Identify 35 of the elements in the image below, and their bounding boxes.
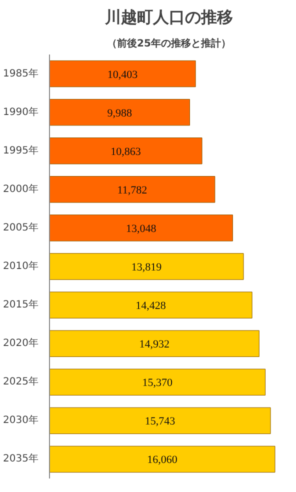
data-label: 13,048 (126, 222, 157, 235)
data-label: 16,060 (147, 454, 178, 466)
y-tick-label: 2030年 (3, 414, 39, 426)
bar (50, 330, 260, 357)
y-tick-label: 2020年 (3, 337, 39, 350)
y-tick-label: 2035年 (3, 452, 39, 465)
data-label: 14,428 (136, 300, 166, 312)
data-label: 10,863 (110, 146, 142, 158)
data-label: 14,932 (139, 338, 170, 351)
bar (50, 292, 252, 318)
bar (50, 98, 190, 126)
bar (50, 368, 266, 396)
y-tick-label: 2005年 (3, 221, 39, 234)
y-tick-label: 2000年 (3, 182, 39, 195)
y-tick-label: 2010年 (3, 260, 39, 272)
data-label: 11,782 (117, 184, 148, 196)
data-label: 15,370 (142, 377, 174, 390)
y-tick-label: 2025年 (3, 376, 39, 388)
y-tick-label: 2015年 (3, 298, 39, 311)
bar (50, 253, 244, 280)
bar (50, 138, 202, 164)
data-label: 15,743 (144, 416, 176, 428)
bar (50, 176, 216, 203)
bar (50, 214, 233, 242)
chart-title: 川越町人口の推移 (104, 8, 233, 26)
bar (50, 60, 196, 88)
data-label: 13,819 (131, 262, 162, 274)
y-tick-label: 1990年 (3, 106, 39, 118)
bar (50, 407, 271, 434)
chart-subtitle: （前後25年の推移と推計） (107, 38, 231, 50)
bar (50, 446, 276, 473)
y-tick-label: 1995年 (3, 144, 39, 156)
data-label: 10,403 (107, 68, 138, 81)
data-label: 9,988 (107, 107, 132, 120)
y-tick-label: 1985年 (3, 67, 39, 80)
